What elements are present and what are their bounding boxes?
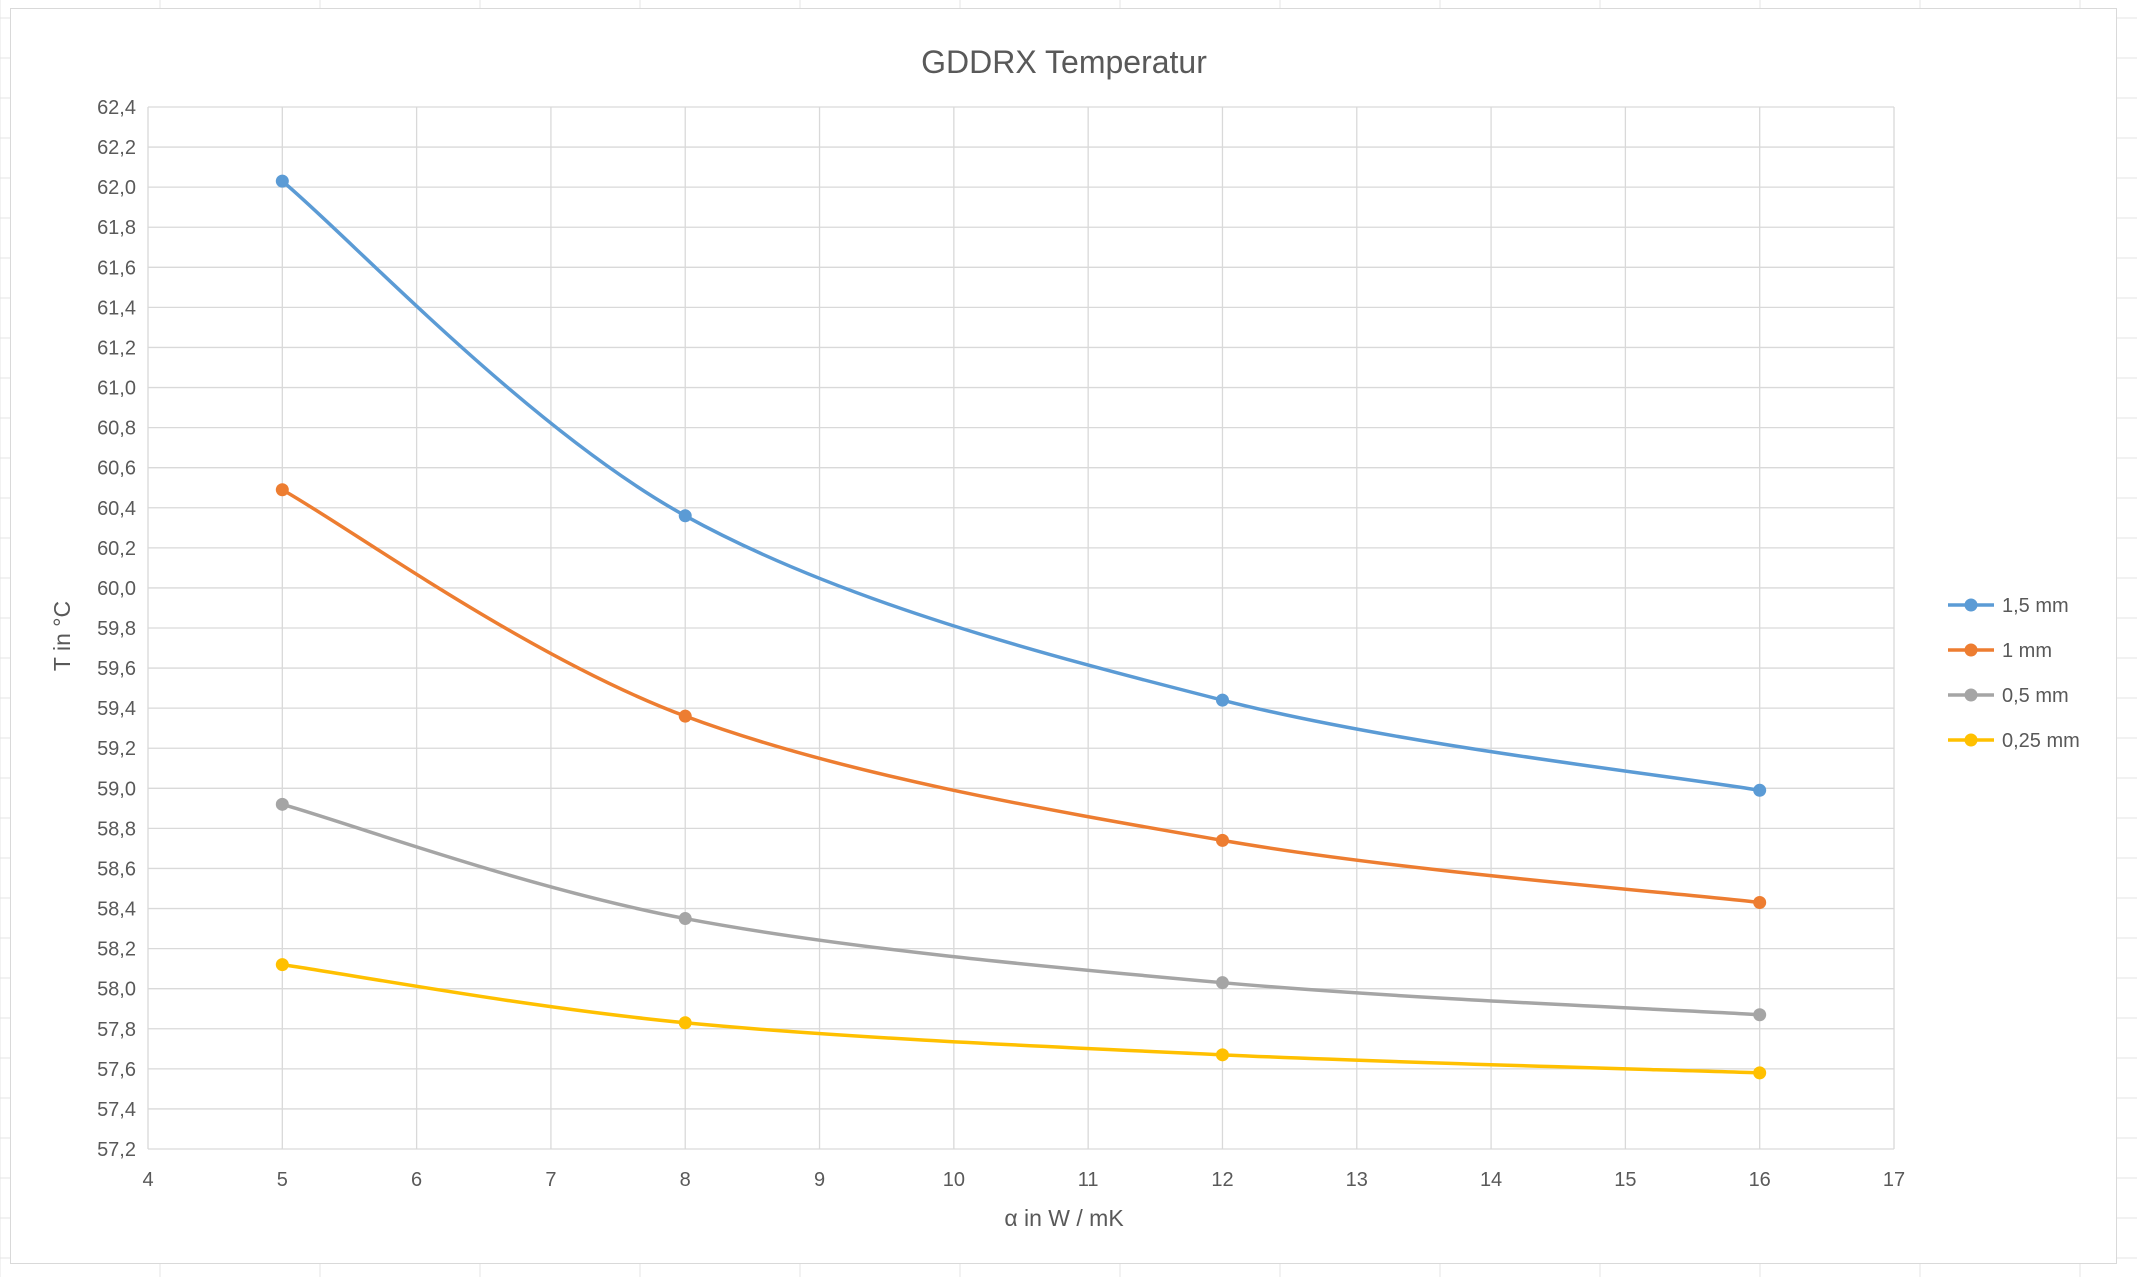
- y-tick-label: 57,4: [97, 1099, 136, 1121]
- legend-label: 0,25 mm: [2002, 730, 2080, 752]
- data-point[interactable]: [1753, 896, 1767, 910]
- y-axis-ticks: 57,2 57,4 57,6 57,8 58,0 58,2 58,4 58,6 58,8 59,0…: [97, 97, 136, 1161]
- y-tick-label: 57,6: [97, 1059, 136, 1081]
- y-tick-label: 59,6: [97, 658, 136, 680]
- data-point[interactable]: [1215, 833, 1229, 847]
- series-layer: [275, 174, 1767, 1080]
- y-tick-label: 60,6: [97, 458, 136, 480]
- y-tick-label: 62,4: [97, 97, 136, 119]
- x-tick-label: 12: [1211, 1169, 1233, 1191]
- x-tick-label: 17: [1883, 1169, 1905, 1191]
- legend-marker: [1964, 598, 1978, 612]
- y-tick-label: 61,8: [97, 217, 136, 239]
- series-line: [281, 488, 1760, 905]
- data-point[interactable]: [275, 958, 289, 972]
- y-tick-label: 58,2: [97, 939, 136, 961]
- y-tick-label: 58,6: [97, 858, 136, 880]
- line-chart: GDDRX Temperatur α in W / mK T in °C 4 5 6…: [49, 44, 2080, 1231]
- x-axis-title: α in W / mK: [1004, 1205, 1124, 1231]
- y-tick-label: 58,0: [97, 979, 136, 1001]
- x-tick-label: 8: [680, 1169, 691, 1191]
- data-point[interactable]: [678, 912, 692, 926]
- series-0: [275, 174, 1767, 797]
- legend-marker: [1964, 733, 1978, 747]
- series-line: [282, 962, 1760, 1075]
- y-tick-label: 59,4: [97, 698, 136, 720]
- data-point[interactable]: [1215, 976, 1229, 990]
- data-point[interactable]: [1753, 783, 1767, 797]
- legend-item[interactable]: 0,5 mm: [1948, 685, 2069, 707]
- y-tick-label: 60,4: [97, 498, 136, 520]
- y-tick-label: 61,2: [97, 337, 136, 359]
- y-tick-label: 62,2: [97, 137, 136, 159]
- y-tick-label: 60,2: [97, 538, 136, 560]
- data-point[interactable]: [275, 174, 289, 188]
- series-line: [281, 179, 1760, 793]
- x-tick-label: 4: [142, 1169, 153, 1191]
- y-tick-label: 59,8: [97, 618, 136, 640]
- y-tick-label: 59,2: [97, 738, 136, 760]
- x-tick-label: 13: [1346, 1169, 1368, 1191]
- legend-marker: [1964, 688, 1978, 702]
- legend-label: 0,5 mm: [2002, 685, 2069, 707]
- data-point[interactable]: [678, 1016, 692, 1030]
- x-tick-label: 15: [1614, 1169, 1636, 1191]
- x-tick-label: 14: [1480, 1169, 1502, 1191]
- legend-label: 1 mm: [2002, 640, 2052, 662]
- x-tick-label: 16: [1749, 1169, 1771, 1191]
- chart-title: GDDRX Temperatur: [921, 44, 1207, 80]
- data-point[interactable]: [1753, 1008, 1767, 1022]
- series-3: [275, 958, 1767, 1080]
- data-point[interactable]: [1215, 693, 1229, 707]
- y-tick-label: 59,0: [97, 778, 136, 800]
- legend-item[interactable]: 0,25 mm: [1948, 730, 2080, 752]
- y-tick-label: 60,0: [97, 578, 136, 600]
- series-line: [281, 802, 1760, 1017]
- data-point[interactable]: [275, 797, 289, 811]
- data-point[interactable]: [275, 483, 289, 497]
- y-tick-label: 57,8: [97, 1019, 136, 1041]
- legend-label: 1,5 mm: [2002, 595, 2069, 617]
- legend: 1,5 mm 1 mm 0,5 mm 0,25 mm: [1948, 595, 2080, 752]
- x-tick-label: 5: [277, 1169, 288, 1191]
- x-tick-label: 10: [943, 1169, 965, 1191]
- data-point[interactable]: [678, 709, 692, 723]
- legend-item[interactable]: 1,5 mm: [1948, 595, 2069, 617]
- legend-marker: [1964, 643, 1978, 657]
- x-tick-label: 6: [411, 1169, 422, 1191]
- x-tick-label: 9: [814, 1169, 825, 1191]
- x-tick-label: 7: [545, 1169, 556, 1191]
- x-tick-label: 11: [1078, 1169, 1099, 1191]
- y-tick-label: 61,4: [97, 297, 136, 319]
- data-point[interactable]: [678, 509, 692, 523]
- gridlines: [147, 106, 1895, 1150]
- data-point[interactable]: [1215, 1048, 1229, 1062]
- y-tick-label: 61,0: [97, 378, 136, 400]
- y-tick-label: 61,6: [97, 257, 136, 279]
- y-tick-label: 62,0: [97, 177, 136, 199]
- y-tick-label: 58,4: [97, 899, 136, 921]
- chart-area[interactable]: GDDRX Temperatur α in W / mK T in °C 4 5 6…: [10, 8, 2117, 1264]
- y-axis-title: T in °C: [49, 601, 75, 671]
- legend-item[interactable]: 1 mm: [1948, 640, 2052, 662]
- y-tick-label: 57,2: [97, 1139, 136, 1161]
- series-2: [275, 797, 1767, 1022]
- x-axis-ticks: 4 5 6 7 8 9 10 11 12 13 14 15 16 17: [142, 1169, 1905, 1191]
- y-tick-label: 60,8: [97, 418, 136, 440]
- y-tick-label: 58,8: [97, 818, 136, 840]
- series-1: [275, 483, 1767, 910]
- data-point[interactable]: [1753, 1066, 1767, 1080]
